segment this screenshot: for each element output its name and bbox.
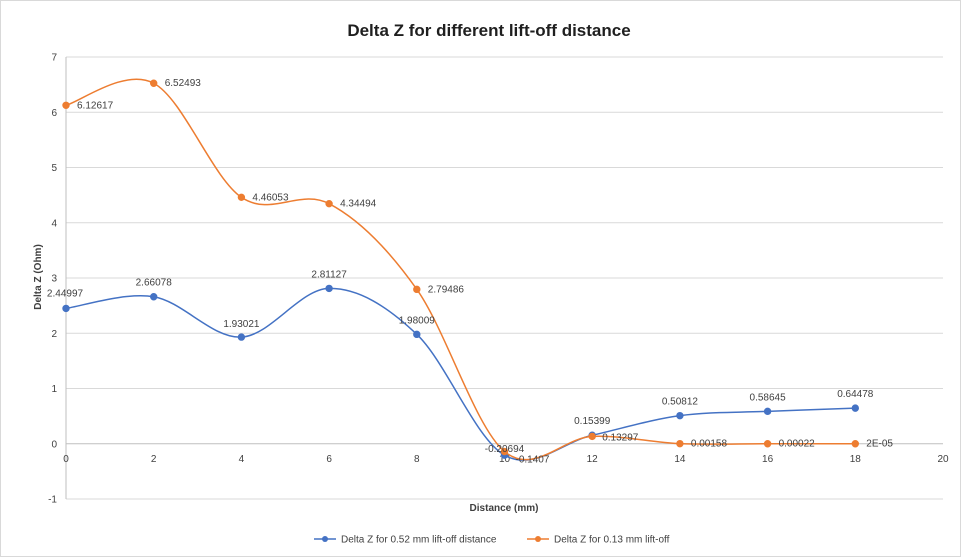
series-1-data-label: 1.98009 xyxy=(399,315,436,326)
x-tick-label: 2 xyxy=(151,454,157,465)
series-1-data-label: -0.20694 xyxy=(485,444,525,455)
x-tick-label: 14 xyxy=(674,454,686,465)
series-2-data-label: 2.79486 xyxy=(428,284,465,295)
series-2-data-label: 6.52493 xyxy=(165,78,202,89)
x-tick-label: 16 xyxy=(762,454,774,465)
legend-label-2: Delta Z for 0.13 mm lift-off xyxy=(554,535,670,546)
series-2-marker xyxy=(237,193,246,202)
series-1-data-label: 2.66078 xyxy=(136,278,173,289)
series-1-marker xyxy=(851,404,859,412)
y-tick-label: -1 xyxy=(48,495,57,506)
y-axis-title: Delta Z (Ohm) xyxy=(33,244,44,310)
series-2-data-label: 0.13297 xyxy=(602,432,639,443)
x-tick-label: 20 xyxy=(937,454,949,465)
y-tick-label: 4 xyxy=(51,218,57,229)
series-2-marker xyxy=(588,432,596,441)
y-tick-label: 3 xyxy=(51,274,57,285)
series-2-data-label: -0.1407 xyxy=(516,455,550,466)
series-1-marker xyxy=(325,284,333,293)
x-tick-label: 12 xyxy=(587,454,599,465)
y-tick-label: 7 xyxy=(51,53,57,64)
series-1-data-label: 0.64478 xyxy=(837,389,874,400)
series-2-marker xyxy=(150,79,158,87)
x-tick-label: 0 xyxy=(63,454,69,465)
series-1-data-label: 2.44997 xyxy=(47,288,84,299)
series-2-data-label: 4.46053 xyxy=(252,192,289,203)
series-lines xyxy=(62,78,859,461)
series-1-data-label: 0.58645 xyxy=(750,392,787,403)
series-2-data-label: 2E-05 xyxy=(866,439,893,450)
data-labels: 2.44997 2.66078 1.93021 2.81127 1.98009 -0.20… xyxy=(47,78,894,465)
x-tick-label: 6 xyxy=(326,454,332,465)
legend: Delta Z for 0.52 mm lift-off distance Del… xyxy=(314,535,670,546)
x-tick-label: 8 xyxy=(414,454,420,465)
chart-title: Delta Z for different lift-off distance xyxy=(347,21,630,40)
series-1-data-label: 1.93021 xyxy=(223,319,260,330)
series-2-marker xyxy=(500,447,509,456)
y-tick-label: 5 xyxy=(51,163,57,174)
y-tick-label: 2 xyxy=(51,329,57,340)
x-tick-label: 4 xyxy=(239,454,245,465)
y-tick-label: 6 xyxy=(51,108,57,119)
series-1-marker xyxy=(237,333,246,341)
series-2-marker xyxy=(676,439,684,448)
series-1-marker xyxy=(150,293,158,301)
series-1-data-label: 0.15399 xyxy=(574,416,611,427)
series-line-2 xyxy=(65,78,856,461)
series-2-data-label: 0.00158 xyxy=(691,439,728,450)
series-2-marker xyxy=(325,199,333,208)
series-2-marker xyxy=(62,101,70,109)
x-tick-label: 18 xyxy=(850,454,862,465)
series-2-marker xyxy=(851,440,859,448)
legend-label-1: Delta Z for 0.52 mm lift-off distance xyxy=(341,535,497,546)
legend-marker-2 xyxy=(535,536,541,542)
series-2-data-label: 6.12617 xyxy=(77,100,114,111)
series-2-marker xyxy=(763,440,772,448)
series-2-data-label: 4.34494 xyxy=(340,199,377,210)
series-2-marker xyxy=(413,285,421,294)
legend-marker-1 xyxy=(322,536,328,542)
series-1-marker xyxy=(676,411,684,420)
series-2-data-label: 0.00022 xyxy=(779,439,816,450)
series-1-marker xyxy=(763,407,772,416)
series-1-marker xyxy=(413,330,421,339)
y-tick-label: 1 xyxy=(51,384,57,395)
x-axis-title: Distance (mm) xyxy=(470,503,539,514)
series-1-marker xyxy=(62,304,70,313)
series-1-data-label: 2.81127 xyxy=(311,269,347,280)
series-line-1 xyxy=(65,287,856,461)
x-tick-label: 10 xyxy=(499,454,511,465)
y-tick-label: 0 xyxy=(51,439,57,450)
series-1-data-label: 0.50812 xyxy=(662,397,699,408)
gridlines xyxy=(66,56,943,500)
